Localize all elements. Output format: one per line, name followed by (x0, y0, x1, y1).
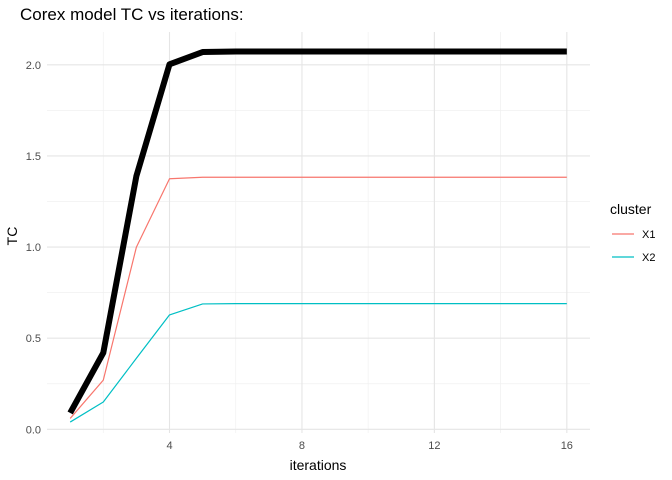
series-line-total (67, 48, 567, 415)
x-tick-label: 4 (166, 440, 172, 452)
legend: cluster X1 X2 (610, 201, 655, 264)
series-layer (67, 48, 567, 423)
y-tick-label: 1.5 (26, 151, 41, 163)
legend-label-x1: X1 (642, 229, 655, 241)
y-tick-label: 1.0 (26, 242, 41, 254)
grid-layer (47, 32, 590, 433)
y-tick-label: 2.0 (26, 60, 41, 72)
y-tick-label: 0.5 (26, 333, 41, 345)
x-axis-title: iterations (290, 457, 347, 473)
x-tick-label: 16 (561, 440, 573, 452)
x-tick-label: 12 (428, 440, 440, 452)
axis-layer: 4 8 12 16 0.0 0.5 1.0 1.5 2.0 (26, 60, 573, 452)
chart-title: Corex model TC vs iterations: (20, 5, 244, 24)
legend-title: cluster (610, 201, 652, 217)
y-axis-title: TC (4, 227, 20, 246)
y-tick-label: 0.0 (26, 424, 41, 436)
series-line-x1 (69, 176, 567, 419)
x-tick-label: 8 (299, 440, 305, 452)
legend-label-x2: X2 (642, 252, 655, 264)
series-line-x2 (69, 302, 567, 423)
